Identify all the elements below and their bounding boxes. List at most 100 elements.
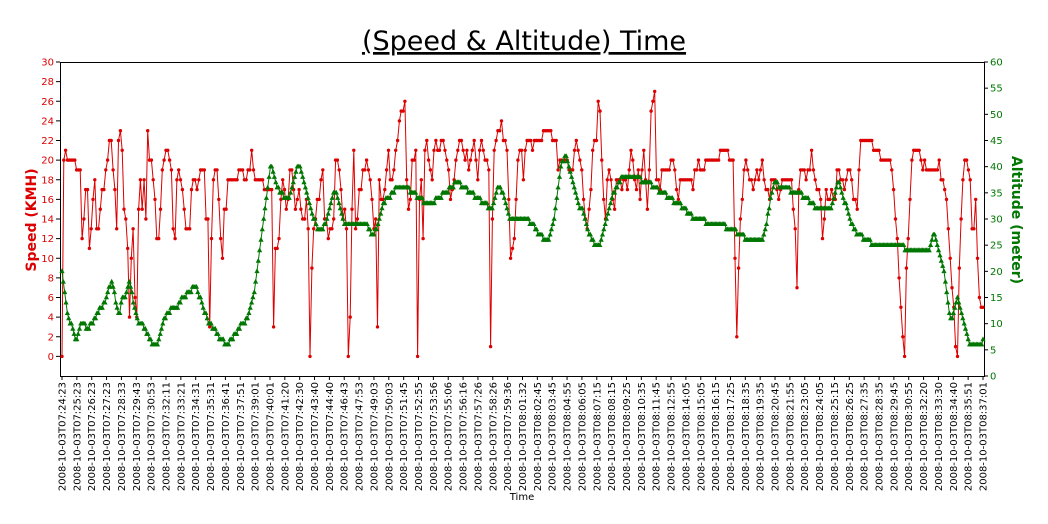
- speed-point: [162, 158, 166, 162]
- altitude-point: [148, 336, 154, 342]
- speed-point: [346, 354, 350, 359]
- altitude-point: [156, 336, 162, 342]
- altitude-point: [603, 216, 610, 221]
- x-tick-label: 2008-10-03T08:19:35: [756, 382, 767, 491]
- speed-point: [696, 158, 701, 162]
- speed-point: [297, 187, 301, 192]
- speed-point: [275, 246, 279, 251]
- speed-point: [589, 187, 593, 192]
- altitude-point: [648, 179, 654, 185]
- altitude-point: [570, 179, 576, 185]
- altitude-point: [289, 184, 295, 190]
- altitude-point: [962, 325, 969, 331]
- speed-point: [180, 187, 185, 192]
- x-tick-label: 2008-10-03T08:14:05: [681, 382, 692, 491]
- speed-point: [189, 187, 194, 192]
- altitude-point: [188, 289, 194, 295]
- speed-point: [330, 227, 334, 231]
- altitude-point: [768, 195, 774, 200]
- speed-point: [384, 168, 389, 172]
- speed-point: [877, 148, 881, 152]
- altitude-point: [950, 310, 956, 315]
- speed-point: [425, 138, 429, 143]
- altitude-point: [965, 336, 971, 342]
- x-tick-label: 2008-10-03T07:36:41: [221, 382, 232, 491]
- speed-point: [804, 178, 808, 182]
- altitude-point: [110, 284, 116, 289]
- speed-line: [61, 91, 983, 357]
- speed-point: [620, 187, 624, 192]
- altitude-point: [68, 320, 74, 326]
- y-right-tick-label: 0: [990, 372, 996, 383]
- speed-point: [375, 325, 380, 329]
- x-tick-label: 2008-10-03T08:06:05: [577, 382, 588, 491]
- altitude-point: [367, 226, 373, 232]
- speed-point: [605, 178, 609, 182]
- speed-point: [463, 158, 467, 162]
- speed-point: [146, 129, 150, 133]
- altitude-point: [371, 231, 377, 237]
- altitude-point: [938, 257, 944, 263]
- speed-point: [487, 168, 491, 172]
- speed-point: [519, 148, 524, 152]
- altitude-point: [501, 195, 507, 200]
- y-left-tick-label: 16: [41, 195, 54, 206]
- speed-point: [656, 178, 661, 182]
- altitude-point: [114, 305, 120, 310]
- altitude-point: [177, 299, 183, 305]
- altitude-point: [445, 189, 451, 195]
- y-right-tick-label: 50: [990, 110, 1003, 121]
- altitude-point: [413, 189, 419, 195]
- altitude-point: [340, 216, 346, 221]
- altitude-point: [741, 231, 747, 237]
- speed-point: [182, 207, 186, 211]
- speed-point: [281, 178, 285, 182]
- speed-point: [96, 227, 101, 231]
- speed-point: [406, 207, 411, 211]
- speed-point: [350, 207, 354, 211]
- speed-point: [317, 197, 321, 202]
- altitude-point: [130, 299, 136, 305]
- speed-point: [485, 158, 489, 162]
- x-tick-label: 2008-10-03T08:21:55: [785, 382, 796, 491]
- speed-point: [580, 168, 584, 172]
- x-tick-label: 2008-10-03T08:16:15: [711, 382, 722, 491]
- speed-point: [955, 354, 960, 359]
- x-tick-label: 2008-10-03T07:58:26: [488, 382, 499, 491]
- speed-point: [574, 138, 578, 143]
- speed-point: [149, 158, 154, 162]
- speed-point: [140, 207, 144, 211]
- altitude-point: [833, 184, 839, 190]
- speed-point: [104, 168, 108, 172]
- altitude-point: [111, 289, 117, 295]
- altitude-point: [831, 195, 837, 200]
- speed-point: [744, 158, 748, 162]
- altitude-point: [270, 168, 276, 174]
- speed-point: [405, 178, 409, 182]
- altitude-point: [546, 236, 552, 242]
- altitude-point: [308, 205, 314, 211]
- altitude-point: [836, 179, 842, 185]
- speed-point: [368, 178, 372, 182]
- speed-point: [359, 187, 363, 192]
- speed-point: [144, 217, 148, 221]
- altitude-point: [419, 195, 425, 200]
- speed-point: [302, 217, 307, 221]
- y-left-tick-label: 10: [41, 254, 54, 265]
- altitude-point: [167, 310, 173, 315]
- speed-point: [935, 168, 940, 172]
- altitude-point: [297, 163, 303, 169]
- altitude-point: [832, 189, 838, 195]
- speed-point: [474, 158, 478, 162]
- altitude-point: [253, 278, 259, 284]
- speed-point: [829, 187, 834, 192]
- altitude-point: [431, 200, 437, 206]
- speed-point: [240, 168, 245, 172]
- altitude-point: [605, 210, 611, 216]
- speed-point: [73, 158, 77, 162]
- altitude-point: [555, 184, 561, 190]
- x-tick-label: 2008-10-03T08:34:40: [949, 382, 960, 491]
- speed-point: [169, 168, 174, 172]
- speed-point: [419, 178, 423, 182]
- altitude-point: [564, 158, 571, 164]
